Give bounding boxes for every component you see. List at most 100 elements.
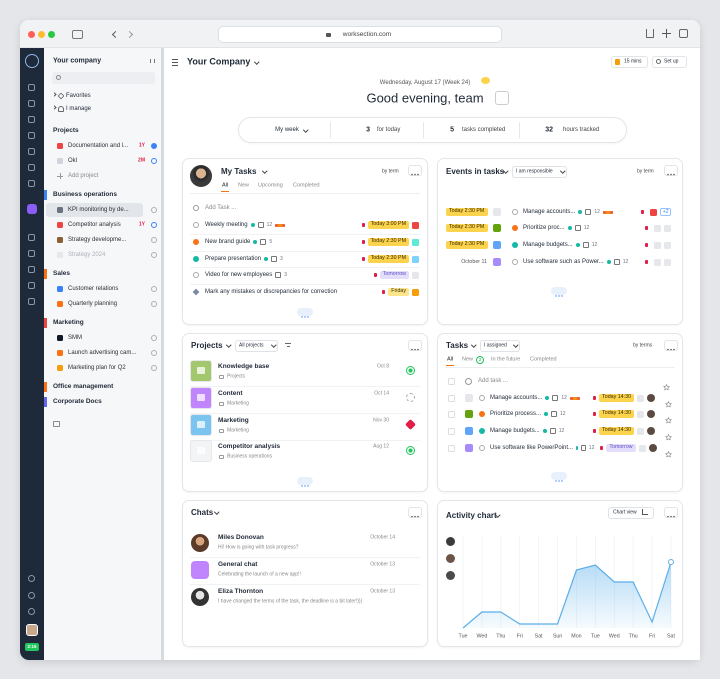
tabs-button[interactable]	[679, 29, 688, 38]
more-button[interactable]	[408, 340, 422, 351]
tab[interactable]: All	[447, 356, 454, 363]
window-control[interactable]	[48, 31, 55, 38]
tab[interactable]: All	[222, 182, 229, 189]
more-pager[interactable]	[297, 477, 313, 487]
tab[interactable]: Completed	[293, 182, 320, 189]
filter-label: I am responsible	[516, 168, 553, 175]
archive-icon[interactable]	[53, 421, 60, 427]
task-row[interactable]: Mark any mistakes or discrepancies for c…	[192, 286, 419, 298]
task-row[interactable]: Manage budgets... 12 Today 14:30	[448, 425, 672, 440]
rail-icon[interactable]	[28, 281, 35, 289]
tab[interactable]: In the future	[491, 356, 521, 363]
more-button[interactable]	[664, 340, 678, 351]
rail-icon[interactable]	[28, 99, 35, 107]
filter-select[interactable]	[235, 340, 278, 352]
project-name[interactable]: Competitor analysis	[218, 442, 281, 450]
selected-row[interactable]	[46, 203, 143, 217]
rail-icon[interactable]	[28, 297, 35, 305]
project-link[interactable]: Customer relations	[68, 286, 119, 292]
project-link[interactable]: Launch advertising cam...	[68, 350, 137, 356]
tag-icon	[542, 429, 547, 433]
task-row[interactable]: Manage accounts... 12 Today 14:30	[448, 392, 672, 407]
rail-icon[interactable]	[28, 147, 35, 155]
rail-icon[interactable]	[28, 179, 35, 187]
address-bar[interactable]	[218, 26, 502, 43]
rail-add-button[interactable]	[27, 204, 37, 214]
rail-icon[interactable]	[28, 163, 35, 171]
project-link[interactable]: Documentation and l...	[68, 143, 129, 149]
window-control[interactable]	[28, 31, 35, 38]
project-link[interactable]: Marketing plan for Q2	[68, 365, 126, 371]
project-link[interactable]: Strategy 2024	[68, 252, 106, 258]
tab[interactable]: New	[462, 356, 474, 363]
chat-avatar[interactable]	[191, 588, 209, 606]
event-row[interactable]: Today 2:30 PM Manage accounts... 12 +2	[446, 206, 671, 218]
more-button[interactable]	[408, 507, 422, 518]
task-row[interactable]: New brand guide 5 Today 2:30 PM	[193, 236, 419, 248]
project-link[interactable]: KPI monitoring by de...	[68, 207, 129, 213]
add-task[interactable]: Add Task ...	[205, 205, 237, 211]
chat-avatar[interactable]	[191, 561, 209, 579]
project-icon	[57, 158, 63, 164]
more-button[interactable]	[408, 165, 422, 176]
edit-button[interactable]	[495, 91, 509, 105]
rail-icon[interactable]	[28, 131, 35, 139]
rail-icon[interactable]	[28, 233, 35, 241]
rail-icon[interactable]	[28, 607, 35, 615]
member-avatar[interactable]	[446, 554, 455, 563]
sidebar-toggle[interactable]	[72, 30, 83, 39]
member-avatar[interactable]	[446, 571, 455, 580]
setup-button[interactable]	[652, 56, 687, 68]
tab[interactable]: Completed	[530, 356, 557, 363]
project-name[interactable]: Knowledge base	[218, 362, 270, 370]
x-tick-label: Sun	[553, 633, 562, 639]
star-wrap[interactable]	[663, 377, 671, 390]
filter-select[interactable]	[512, 166, 567, 178]
project-link[interactable]: Add project	[68, 173, 99, 179]
project-link[interactable]: Okl	[68, 158, 77, 164]
tab[interactable]: Upcoming	[258, 182, 283, 189]
more-button[interactable]	[664, 165, 678, 176]
tab[interactable]: New	[238, 182, 250, 189]
user-avatar[interactable]	[26, 624, 38, 636]
rail-icon[interactable]	[28, 83, 35, 91]
project-link[interactable]: SMM	[68, 335, 82, 341]
task-row[interactable]: Video for new employees 3 Tomorrow	[193, 269, 419, 281]
project-link[interactable]: Quarterly planning	[68, 301, 118, 307]
event-row[interactable]: Today 2:30 PM Manage budgets... 12	[446, 239, 671, 251]
window-control[interactable]	[38, 31, 45, 38]
project-name[interactable]: Marketing	[218, 416, 249, 424]
more-pager[interactable]	[297, 308, 313, 318]
project-cover-icon	[197, 447, 205, 454]
filter-select[interactable]	[480, 340, 520, 352]
project-link[interactable]: Strategy developme...	[68, 237, 127, 243]
period-select[interactable]: My week	[275, 127, 299, 133]
timer-button[interactable]	[611, 56, 648, 68]
task-row[interactable]: Use software like PowerPoint... 12 Tomorro…	[448, 442, 672, 457]
add-task[interactable]: Add task ...	[478, 378, 509, 384]
new-tab-button[interactable]	[666, 29, 668, 38]
rail-icon[interactable]	[28, 249, 35, 257]
rail-icon[interactable]	[28, 574, 35, 582]
chat-avatar[interactable]	[191, 534, 209, 552]
project-link[interactable]: Competitor analysis	[68, 222, 121, 228]
due-date: Today 3:00 PM	[367, 220, 409, 230]
rail-icon[interactable]	[28, 265, 35, 273]
rail-icon[interactable]	[28, 591, 35, 599]
task-row[interactable]: Prepare presentation 3 Today 2:30 PM	[193, 253, 419, 265]
task-row[interactable]: Weekly meeting 12 Today 3:00 PM	[193, 219, 419, 231]
rail-icon[interactable]	[28, 115, 35, 123]
member-avatar[interactable]	[446, 537, 455, 546]
more-pager[interactable]	[551, 287, 567, 297]
more-button[interactable]	[664, 507, 678, 518]
task-row[interactable]: Prioritize process... 12 Today 14:30	[448, 408, 672, 423]
more-pager[interactable]	[551, 472, 567, 482]
share-button[interactable]	[646, 29, 654, 38]
view-button[interactable]	[608, 507, 654, 519]
event-row[interactable]: October 11 Use software such as Power... 1…	[446, 256, 671, 268]
event-row[interactable]: Today 2:30 PM Prioritize proc... 12	[446, 222, 671, 234]
project-name[interactable]: Content	[218, 389, 243, 397]
collapse-button[interactable]	[150, 59, 155, 63]
sort-select: by term	[382, 168, 399, 175]
search-box[interactable]	[52, 72, 155, 84]
